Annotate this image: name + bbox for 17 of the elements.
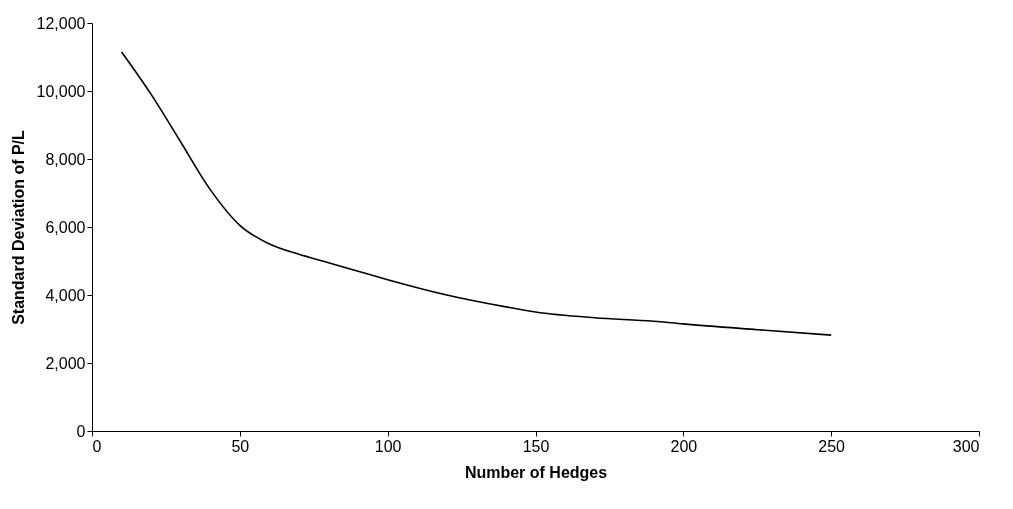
y-tick-label: 8,000 [45, 150, 86, 168]
y-tick-label: 6,000 [45, 218, 86, 236]
x-tick-label: 300 [952, 437, 980, 455]
y-tick-label: 10,000 [36, 82, 86, 100]
x-tick-label: 200 [670, 437, 698, 455]
x-tick-label: 100 [374, 437, 402, 455]
y-axis-title: Standard Deviation of P/L [9, 129, 27, 325]
x-tick-label: 0 [92, 437, 102, 455]
y-tick-label: 0 [76, 422, 86, 440]
x-tick-label: 150 [522, 437, 550, 455]
x-axis-title: Number of Hedges [464, 463, 608, 481]
y-tick-label: 4,000 [45, 286, 86, 304]
line-series [120, 51, 832, 336]
x-tick-label: 50 [231, 437, 250, 455]
y-tick-label: 2,000 [45, 354, 86, 372]
y-tick-label: 12,000 [36, 14, 86, 32]
x-tick-label: 250 [818, 437, 846, 455]
